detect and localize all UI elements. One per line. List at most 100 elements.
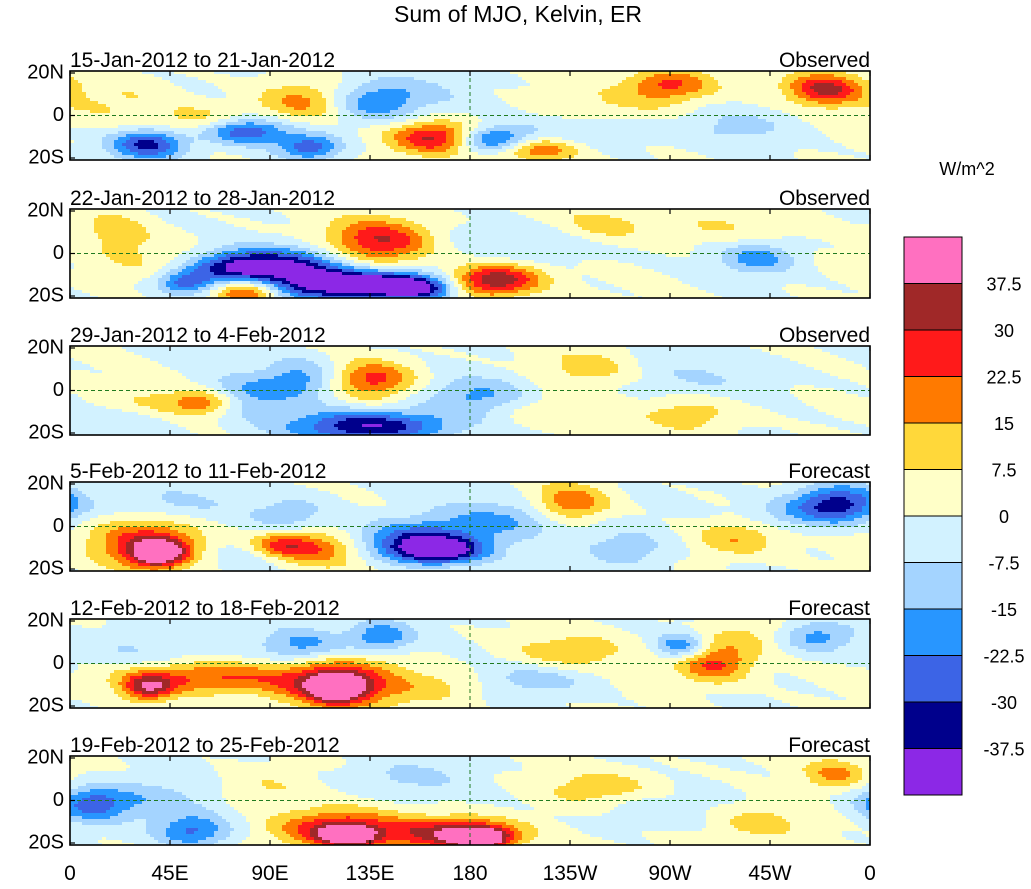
field-cell [106,143,111,147]
field-cell [766,104,771,108]
field-cell [566,128,571,132]
field-cell [722,74,727,78]
field-cell [310,89,315,93]
field-cell [486,113,491,117]
field-cell [210,125,215,129]
field-cell [522,128,527,132]
field-cell [714,92,719,96]
field-cell [578,95,583,99]
field-cell [358,122,363,126]
field-cell [182,143,187,147]
field-cell [474,98,479,102]
field-cell [830,98,835,102]
field-cell [382,131,387,135]
field-cell [722,95,727,99]
field-cell [798,77,803,81]
field-cell [346,95,351,99]
field-cell [434,89,439,93]
field-cell [210,71,215,75]
field-cell [650,134,655,138]
field-cell [638,140,643,144]
field-cell [546,104,551,108]
field-cell [590,137,595,141]
field-cell [226,74,231,78]
field-cell [138,143,143,147]
field-cell [566,83,571,87]
field-cell [710,104,715,108]
field-cell [538,140,543,144]
field-cell [402,119,407,123]
field-cell [494,77,499,81]
field-cell [498,140,503,144]
field-cell [354,134,359,138]
field-cell [410,116,415,120]
field-cell [370,101,375,105]
field-cell [710,101,715,105]
field-cell [698,125,703,129]
field-cell [622,128,627,132]
field-cell [306,137,311,141]
field-cell [454,143,459,147]
field-cell [138,98,143,102]
field-cell [294,125,299,129]
field-cell [670,89,675,93]
field-cell [558,71,563,75]
field-cell [754,83,759,87]
field-cell [786,116,791,120]
field-cell [390,110,395,114]
field-cell [638,128,643,132]
field-cell [390,101,395,105]
field-cell [722,98,727,102]
field-cell [786,101,791,105]
field-cell [206,95,211,99]
field-cell [458,83,463,87]
field-cell [158,86,163,90]
field-cell [618,71,623,75]
field-cell [454,122,459,126]
field-cell [546,137,551,141]
field-cell [794,137,799,141]
field-cell [570,122,575,126]
field-cell [410,137,415,141]
field-cell [258,101,263,105]
field-cell [654,71,659,75]
field-cell [346,131,351,135]
field-cell [646,71,651,75]
field-cell [694,143,699,147]
field-cell [526,143,531,147]
field-cell [238,125,243,129]
field-cell [310,101,315,105]
field-cell [558,74,563,78]
field-cell [614,77,619,81]
field-cell [390,134,395,138]
field-cell [298,131,303,135]
field-cell [594,89,599,93]
field-cell [314,134,319,138]
field-cell [822,110,827,114]
field-cell [818,140,823,144]
field-cell [678,107,683,111]
field-cell [446,116,451,120]
field-cell [790,104,795,108]
field-cell [554,74,559,78]
field-cell [166,137,171,141]
field-cell [534,74,539,78]
field-cell [470,71,475,75]
field-cell [414,131,419,135]
field-cell [614,119,619,123]
field-cell [334,107,339,111]
field-cell [826,77,831,81]
field-cell [662,143,667,147]
field-cell [198,77,203,81]
field-cell [722,71,727,75]
field-cell [430,122,435,126]
field-cell [322,140,327,144]
field-cell [818,98,823,102]
field-cell [770,125,775,129]
field-cell [366,74,371,78]
field-cell [318,134,323,138]
field-cell [94,89,99,93]
field-cell [790,125,795,129]
field-cell [738,137,743,141]
field-cell [794,83,799,87]
